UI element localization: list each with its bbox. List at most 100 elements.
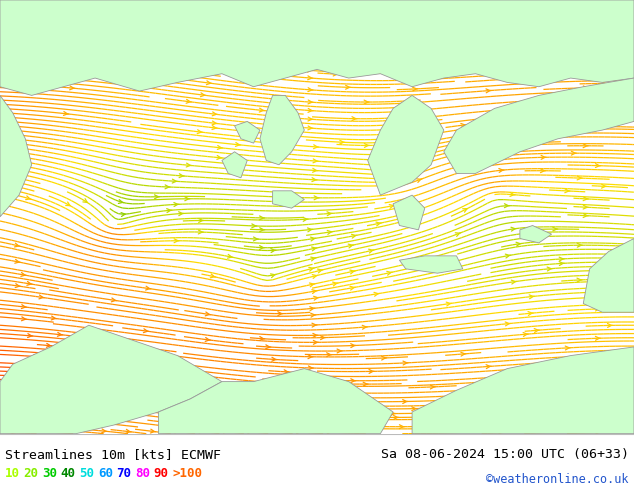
FancyArrowPatch shape — [309, 268, 314, 271]
FancyArrowPatch shape — [308, 100, 313, 104]
FancyArrowPatch shape — [174, 239, 179, 243]
FancyArrowPatch shape — [349, 384, 354, 388]
FancyArrowPatch shape — [248, 429, 253, 433]
FancyArrowPatch shape — [309, 374, 314, 377]
FancyArrowPatch shape — [511, 227, 516, 231]
FancyArrowPatch shape — [311, 247, 317, 251]
FancyArrowPatch shape — [498, 24, 503, 28]
FancyArrowPatch shape — [461, 352, 466, 356]
FancyArrowPatch shape — [590, 52, 595, 56]
FancyArrowPatch shape — [309, 390, 314, 393]
FancyArrowPatch shape — [486, 89, 491, 93]
FancyArrowPatch shape — [179, 212, 184, 216]
FancyArrowPatch shape — [313, 341, 318, 344]
FancyArrowPatch shape — [607, 298, 612, 302]
FancyArrowPatch shape — [534, 329, 540, 332]
FancyArrowPatch shape — [22, 305, 27, 309]
FancyArrowPatch shape — [529, 121, 534, 125]
FancyArrowPatch shape — [595, 2, 600, 6]
Text: 50: 50 — [79, 467, 94, 480]
FancyArrowPatch shape — [167, 209, 172, 213]
FancyArrowPatch shape — [169, 421, 174, 425]
FancyArrowPatch shape — [583, 86, 588, 90]
FancyArrowPatch shape — [100, 13, 105, 17]
FancyArrowPatch shape — [364, 100, 369, 104]
FancyArrowPatch shape — [451, 6, 456, 10]
FancyArrowPatch shape — [352, 117, 357, 121]
FancyArrowPatch shape — [413, 21, 418, 25]
FancyArrowPatch shape — [510, 111, 515, 115]
Polygon shape — [158, 368, 393, 434]
FancyArrowPatch shape — [523, 333, 528, 336]
FancyArrowPatch shape — [595, 127, 600, 131]
FancyArrowPatch shape — [309, 64, 314, 68]
FancyArrowPatch shape — [540, 169, 545, 172]
FancyArrowPatch shape — [308, 355, 313, 359]
FancyArrowPatch shape — [70, 86, 75, 90]
FancyArrowPatch shape — [197, 130, 202, 134]
FancyArrowPatch shape — [590, 32, 595, 36]
FancyArrowPatch shape — [308, 117, 313, 121]
FancyArrowPatch shape — [515, 428, 520, 432]
FancyArrowPatch shape — [311, 257, 316, 261]
FancyArrowPatch shape — [308, 366, 313, 370]
FancyArrowPatch shape — [136, 408, 141, 412]
FancyArrowPatch shape — [346, 85, 351, 89]
FancyArrowPatch shape — [308, 88, 313, 92]
FancyArrowPatch shape — [461, 66, 466, 70]
FancyArrowPatch shape — [184, 8, 189, 12]
FancyArrowPatch shape — [58, 332, 63, 336]
FancyArrowPatch shape — [595, 336, 600, 340]
FancyArrowPatch shape — [590, 11, 595, 15]
FancyArrowPatch shape — [307, 68, 313, 72]
FancyArrowPatch shape — [369, 369, 374, 373]
FancyArrowPatch shape — [160, 13, 165, 17]
Text: >100: >100 — [172, 467, 202, 480]
FancyArrowPatch shape — [318, 269, 323, 273]
FancyArrowPatch shape — [296, 419, 302, 423]
Polygon shape — [273, 191, 304, 208]
FancyArrowPatch shape — [259, 245, 264, 249]
FancyArrowPatch shape — [254, 237, 259, 241]
FancyArrowPatch shape — [363, 382, 368, 386]
FancyArrowPatch shape — [430, 385, 436, 389]
FancyArrowPatch shape — [259, 337, 265, 341]
FancyArrowPatch shape — [505, 322, 510, 326]
FancyArrowPatch shape — [528, 103, 533, 107]
FancyArrowPatch shape — [571, 131, 576, 135]
FancyArrowPatch shape — [515, 402, 521, 406]
FancyArrowPatch shape — [205, 338, 210, 342]
Text: 40: 40 — [61, 467, 76, 480]
FancyArrowPatch shape — [15, 243, 20, 247]
FancyArrowPatch shape — [224, 429, 229, 433]
FancyArrowPatch shape — [576, 429, 581, 433]
FancyArrowPatch shape — [287, 9, 293, 13]
FancyArrowPatch shape — [15, 176, 20, 179]
FancyArrowPatch shape — [283, 0, 289, 3]
FancyArrowPatch shape — [313, 169, 318, 172]
FancyArrowPatch shape — [310, 307, 315, 311]
FancyArrowPatch shape — [583, 205, 588, 209]
FancyArrowPatch shape — [51, 352, 57, 356]
FancyArrowPatch shape — [498, 16, 503, 20]
FancyArrowPatch shape — [577, 176, 582, 180]
FancyArrowPatch shape — [515, 417, 521, 421]
FancyArrowPatch shape — [510, 381, 515, 385]
FancyArrowPatch shape — [10, 431, 15, 435]
FancyArrowPatch shape — [46, 421, 51, 425]
FancyArrowPatch shape — [351, 343, 356, 347]
FancyArrowPatch shape — [595, 65, 600, 69]
FancyArrowPatch shape — [541, 155, 547, 159]
FancyArrowPatch shape — [284, 370, 289, 374]
FancyArrowPatch shape — [106, 59, 111, 63]
FancyArrowPatch shape — [58, 26, 63, 29]
FancyArrowPatch shape — [547, 75, 552, 79]
FancyArrowPatch shape — [198, 230, 204, 234]
FancyArrowPatch shape — [224, 411, 229, 415]
FancyArrowPatch shape — [121, 213, 125, 217]
FancyArrowPatch shape — [350, 270, 355, 274]
Polygon shape — [393, 195, 425, 230]
FancyArrowPatch shape — [126, 429, 131, 433]
FancyArrowPatch shape — [602, 81, 607, 85]
FancyArrowPatch shape — [413, 87, 418, 91]
